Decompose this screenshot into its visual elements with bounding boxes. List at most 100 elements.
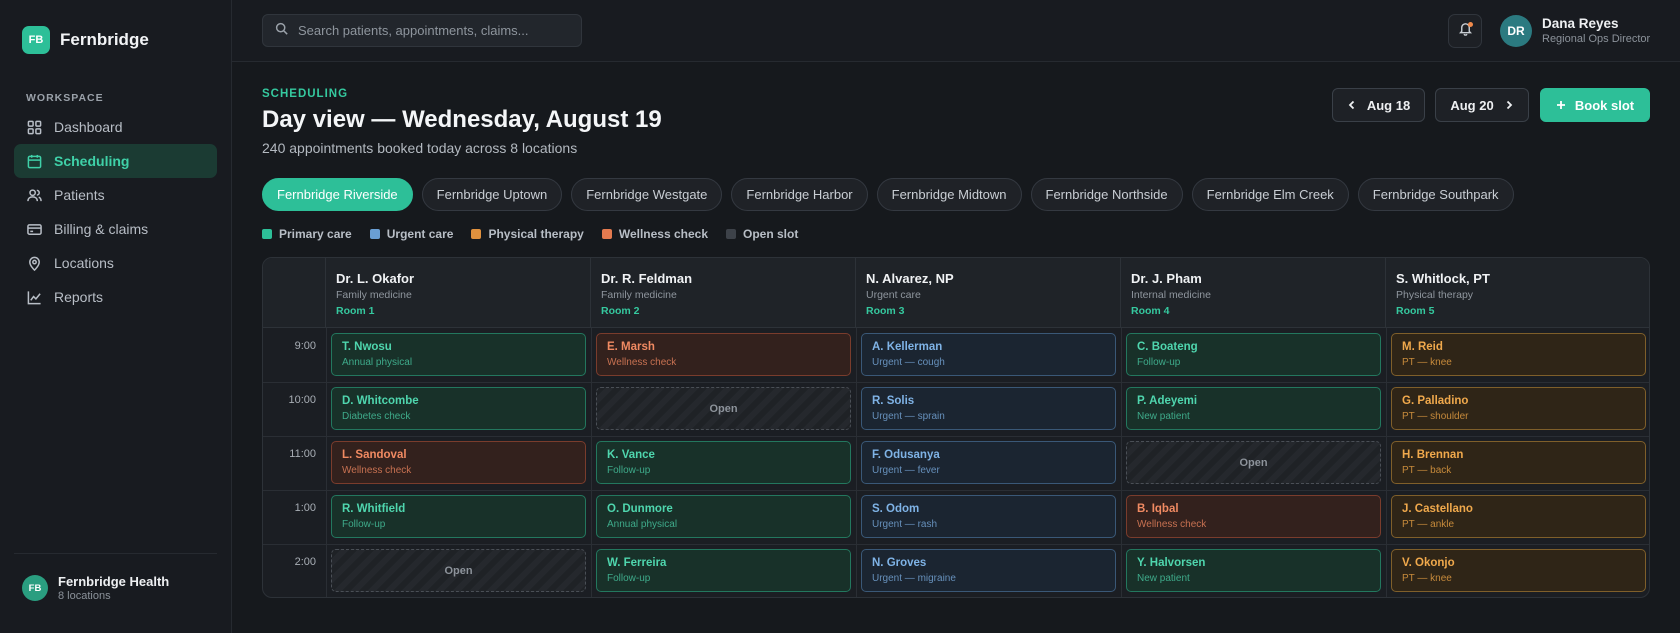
- appointment-card[interactable]: K. Vance Follow-up: [596, 441, 851, 484]
- open-slot[interactable]: Open: [1126, 441, 1381, 484]
- legend-urgent-care: Urgent care: [369, 227, 453, 241]
- sidebar-item-locations[interactable]: Locations: [14, 246, 217, 280]
- page-subtitle: 240 appointments booked today across 8 l…: [262, 140, 578, 156]
- sidebar-item-reports[interactable]: Reports: [14, 280, 217, 314]
- appointment-card[interactable]: A. Kellerman Urgent — cough: [861, 333, 1116, 376]
- provider-specialty: Family medicine: [336, 289, 412, 301]
- appointment-reason: Annual physical: [607, 519, 678, 530]
- appointment-reason: Follow-up: [607, 573, 651, 584]
- time-slot-label: 11:00: [289, 448, 316, 460]
- sidebar-item-patients[interactable]: Patients: [14, 178, 217, 212]
- appointment-card[interactable]: D. Whitcombe Diabetes check: [331, 387, 586, 430]
- book-slot-button[interactable]: Book slot: [1540, 88, 1650, 122]
- open-slot[interactable]: Open: [596, 387, 851, 430]
- appointment-reason: Urgent — cough: [872, 357, 945, 368]
- user-avatar[interactable]: DR: [1500, 15, 1532, 47]
- search-input[interactable]: [298, 23, 568, 38]
- sidebar-item-dashboard[interactable]: Dashboard: [14, 110, 217, 144]
- appointment-card[interactable]: G. Palladino PT — shoulder: [1391, 387, 1646, 430]
- appointment-reason: PT — knee: [1402, 357, 1452, 368]
- appointment-card[interactable]: Y. Halvorsen New patient: [1126, 549, 1381, 592]
- appointment-card[interactable]: R. Whitfield Follow-up: [331, 495, 586, 538]
- appointment-reason: Wellness check: [1137, 519, 1207, 530]
- time-slot-label: 1:00: [294, 502, 316, 514]
- appointment-card[interactable]: C. Boateng Follow-up: [1126, 333, 1381, 376]
- tab-location-westgate[interactable]: Fernbridge Westgate: [571, 178, 723, 211]
- next-day-button[interactable]: Aug 20: [1435, 88, 1529, 122]
- legend-label: Open slot: [743, 227, 799, 241]
- tab-location-midtown[interactable]: Fernbridge Midtown: [876, 178, 1022, 211]
- time-slot-label: 9:00: [294, 340, 316, 352]
- next-day-label: Aug 20: [1450, 97, 1494, 113]
- provider-name: Dr. R. Feldman: [601, 271, 693, 286]
- org-switcher[interactable]: FB Fernbridge Health 8 locations: [14, 553, 217, 602]
- appointment-card[interactable]: O. Dunmore Annual physical: [596, 495, 851, 538]
- appointment-card[interactable]: T. Nwosu Annual physical: [331, 333, 586, 376]
- grid-icon: [26, 119, 42, 135]
- time-slot-label: 2:00: [294, 556, 316, 568]
- user-name: Dana Reyes: [1542, 16, 1619, 31]
- appointment-reason: Urgent — sprain: [872, 411, 945, 422]
- tab-location-southpark[interactable]: Fernbridge Southpark: [1357, 178, 1514, 211]
- appointment-reason: Urgent — migraine: [872, 573, 956, 584]
- appointment-card[interactable]: J. Castellano PT — ankle: [1391, 495, 1646, 538]
- legend-open-slot: Open slot: [726, 227, 798, 241]
- appointment-card[interactable]: M. Reid PT — knee: [1391, 333, 1646, 376]
- tab-location-harbor[interactable]: Fernbridge Harbor: [731, 178, 868, 211]
- brand[interactable]: FB Fernbridge: [22, 26, 149, 54]
- appointment-card[interactable]: E. Marsh Wellness check: [596, 333, 851, 376]
- appointment-reason: Wellness check: [342, 465, 412, 476]
- appointment-card[interactable]: F. Odusanya Urgent — fever: [861, 441, 1116, 484]
- legend-primary-care: Primary care: [262, 227, 352, 241]
- column-divider: [856, 328, 857, 597]
- user-role: Regional Ops Director: [1542, 33, 1651, 45]
- sidebar-item-label: Patients: [54, 187, 105, 203]
- patient-name: Y. Halvorsen: [1137, 557, 1206, 569]
- search-box[interactable]: [262, 14, 582, 47]
- sidebar-item-scheduling[interactable]: Scheduling: [14, 144, 217, 178]
- tab-location-northside[interactable]: Fernbridge Northside: [1030, 178, 1183, 211]
- appointment-card[interactable]: P. Adeyemi New patient: [1126, 387, 1381, 430]
- time-slot-label: 10:00: [288, 394, 316, 406]
- provider-specialty: Internal medicine: [1131, 289, 1211, 301]
- nav-section-label: WORKSPACE: [26, 92, 104, 104]
- patient-name: R. Solis: [872, 395, 915, 407]
- notifications-button[interactable]: [1448, 14, 1482, 48]
- open-slot-label: Open: [709, 402, 738, 415]
- column-divider: [1386, 328, 1387, 597]
- appointment-card[interactable]: L. Sandoval Wellness check: [331, 441, 586, 484]
- sidebar-item-label: Locations: [54, 255, 114, 271]
- open-slot[interactable]: Open: [331, 549, 586, 592]
- credit-card-icon: [26, 221, 42, 237]
- tab-location-uptown[interactable]: Fernbridge Uptown: [421, 178, 563, 211]
- book-slot-label: Book slot: [1574, 97, 1635, 113]
- map-pin-icon: [26, 255, 42, 271]
- plus-icon: [1556, 98, 1575, 113]
- previous-day-button[interactable]: Aug 18: [1332, 88, 1425, 122]
- section-eyebrow: SCHEDULING: [262, 88, 349, 100]
- bell-icon: [1458, 21, 1473, 41]
- row-divider: [263, 382, 1649, 383]
- patient-name: R. Whitfield: [342, 503, 406, 515]
- previous-day-label: Aug 18: [1366, 97, 1411, 113]
- appointment-card[interactable]: W. Ferreira Follow-up: [596, 549, 851, 592]
- provider-room: Room 3: [866, 305, 905, 317]
- appointment-legend: Primary care Urgent care Physical therap…: [262, 227, 816, 241]
- appointment-reason: Annual physical: [342, 357, 413, 368]
- tab-location-elm-creek[interactable]: Fernbridge Elm Creek: [1191, 178, 1349, 211]
- patient-name: G. Palladino: [1402, 395, 1469, 407]
- appointment-card[interactable]: B. Iqbal Wellness check: [1126, 495, 1381, 538]
- appointment-card[interactable]: N. Groves Urgent — migraine: [861, 549, 1116, 592]
- legend-swatch: [369, 229, 380, 239]
- schedule-grid: Dr. L. Okafor Family medicine Room 1 Dr. R.…: [262, 257, 1650, 598]
- appointment-card[interactable]: V. Okonjo PT — knee: [1391, 549, 1646, 592]
- user-menu[interactable]: Dana Reyes Regional Ops Director: [1542, 16, 1650, 45]
- appointment-card[interactable]: S. Odom Urgent — rash: [861, 495, 1116, 538]
- appointment-card[interactable]: R. Solis Urgent — sprain: [861, 387, 1116, 430]
- legend-swatch: [726, 229, 736, 239]
- appointment-card[interactable]: H. Brennan PT — back: [1391, 441, 1646, 484]
- tab-location-riverside[interactable]: Fernbridge Riverside: [262, 178, 413, 211]
- appointment-reason: PT — ankle: [1402, 519, 1455, 530]
- provider-name: N. Alvarez, NP: [866, 271, 954, 286]
- sidebar-item-billing[interactable]: Billing & claims: [14, 212, 217, 246]
